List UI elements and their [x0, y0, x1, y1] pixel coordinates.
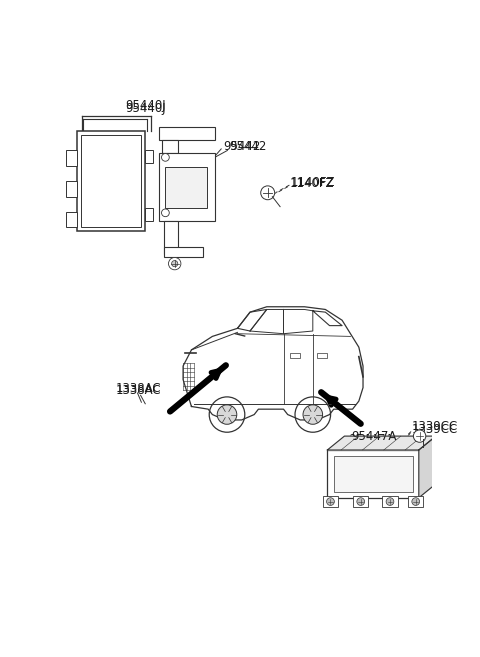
FancyBboxPatch shape — [159, 127, 215, 141]
FancyBboxPatch shape — [317, 353, 327, 358]
FancyBboxPatch shape — [382, 496, 398, 507]
FancyBboxPatch shape — [66, 150, 77, 166]
Text: 1140FZ: 1140FZ — [291, 175, 336, 189]
FancyBboxPatch shape — [81, 135, 142, 227]
FancyBboxPatch shape — [164, 221, 178, 254]
Circle shape — [162, 209, 169, 217]
Circle shape — [217, 405, 237, 424]
Circle shape — [261, 186, 275, 200]
FancyBboxPatch shape — [159, 153, 215, 221]
Text: 1338AC: 1338AC — [116, 384, 161, 397]
FancyBboxPatch shape — [66, 181, 77, 196]
Text: 95447A: 95447A — [348, 433, 394, 445]
Text: 95440J: 95440J — [125, 102, 166, 114]
Text: 95442: 95442 — [223, 140, 260, 153]
Circle shape — [413, 430, 426, 442]
FancyBboxPatch shape — [353, 496, 369, 507]
FancyBboxPatch shape — [145, 208, 153, 221]
FancyBboxPatch shape — [166, 167, 207, 208]
Text: 95440J: 95440J — [125, 99, 166, 112]
Polygon shape — [327, 436, 436, 450]
Circle shape — [357, 498, 365, 505]
FancyBboxPatch shape — [77, 131, 145, 231]
Text: 1338AC: 1338AC — [116, 382, 161, 395]
FancyBboxPatch shape — [408, 496, 423, 507]
Circle shape — [303, 405, 323, 424]
Text: 1339CC: 1339CC — [412, 422, 458, 436]
FancyBboxPatch shape — [290, 353, 300, 358]
Circle shape — [326, 498, 335, 505]
FancyBboxPatch shape — [323, 496, 338, 507]
Circle shape — [162, 154, 169, 161]
Circle shape — [412, 498, 420, 505]
Circle shape — [295, 397, 331, 432]
Text: 1140FZ: 1140FZ — [289, 177, 334, 190]
Text: 95442: 95442 — [229, 140, 266, 153]
FancyBboxPatch shape — [327, 450, 419, 498]
Polygon shape — [419, 436, 436, 498]
Circle shape — [172, 261, 178, 267]
Text: 95447A: 95447A — [351, 430, 397, 443]
Circle shape — [168, 258, 181, 270]
FancyBboxPatch shape — [162, 141, 178, 153]
FancyBboxPatch shape — [164, 246, 203, 258]
Text: 1339CC: 1339CC — [412, 420, 458, 434]
Circle shape — [209, 397, 245, 432]
Circle shape — [386, 498, 394, 505]
FancyBboxPatch shape — [66, 212, 77, 227]
FancyBboxPatch shape — [145, 150, 153, 163]
FancyBboxPatch shape — [334, 456, 413, 491]
